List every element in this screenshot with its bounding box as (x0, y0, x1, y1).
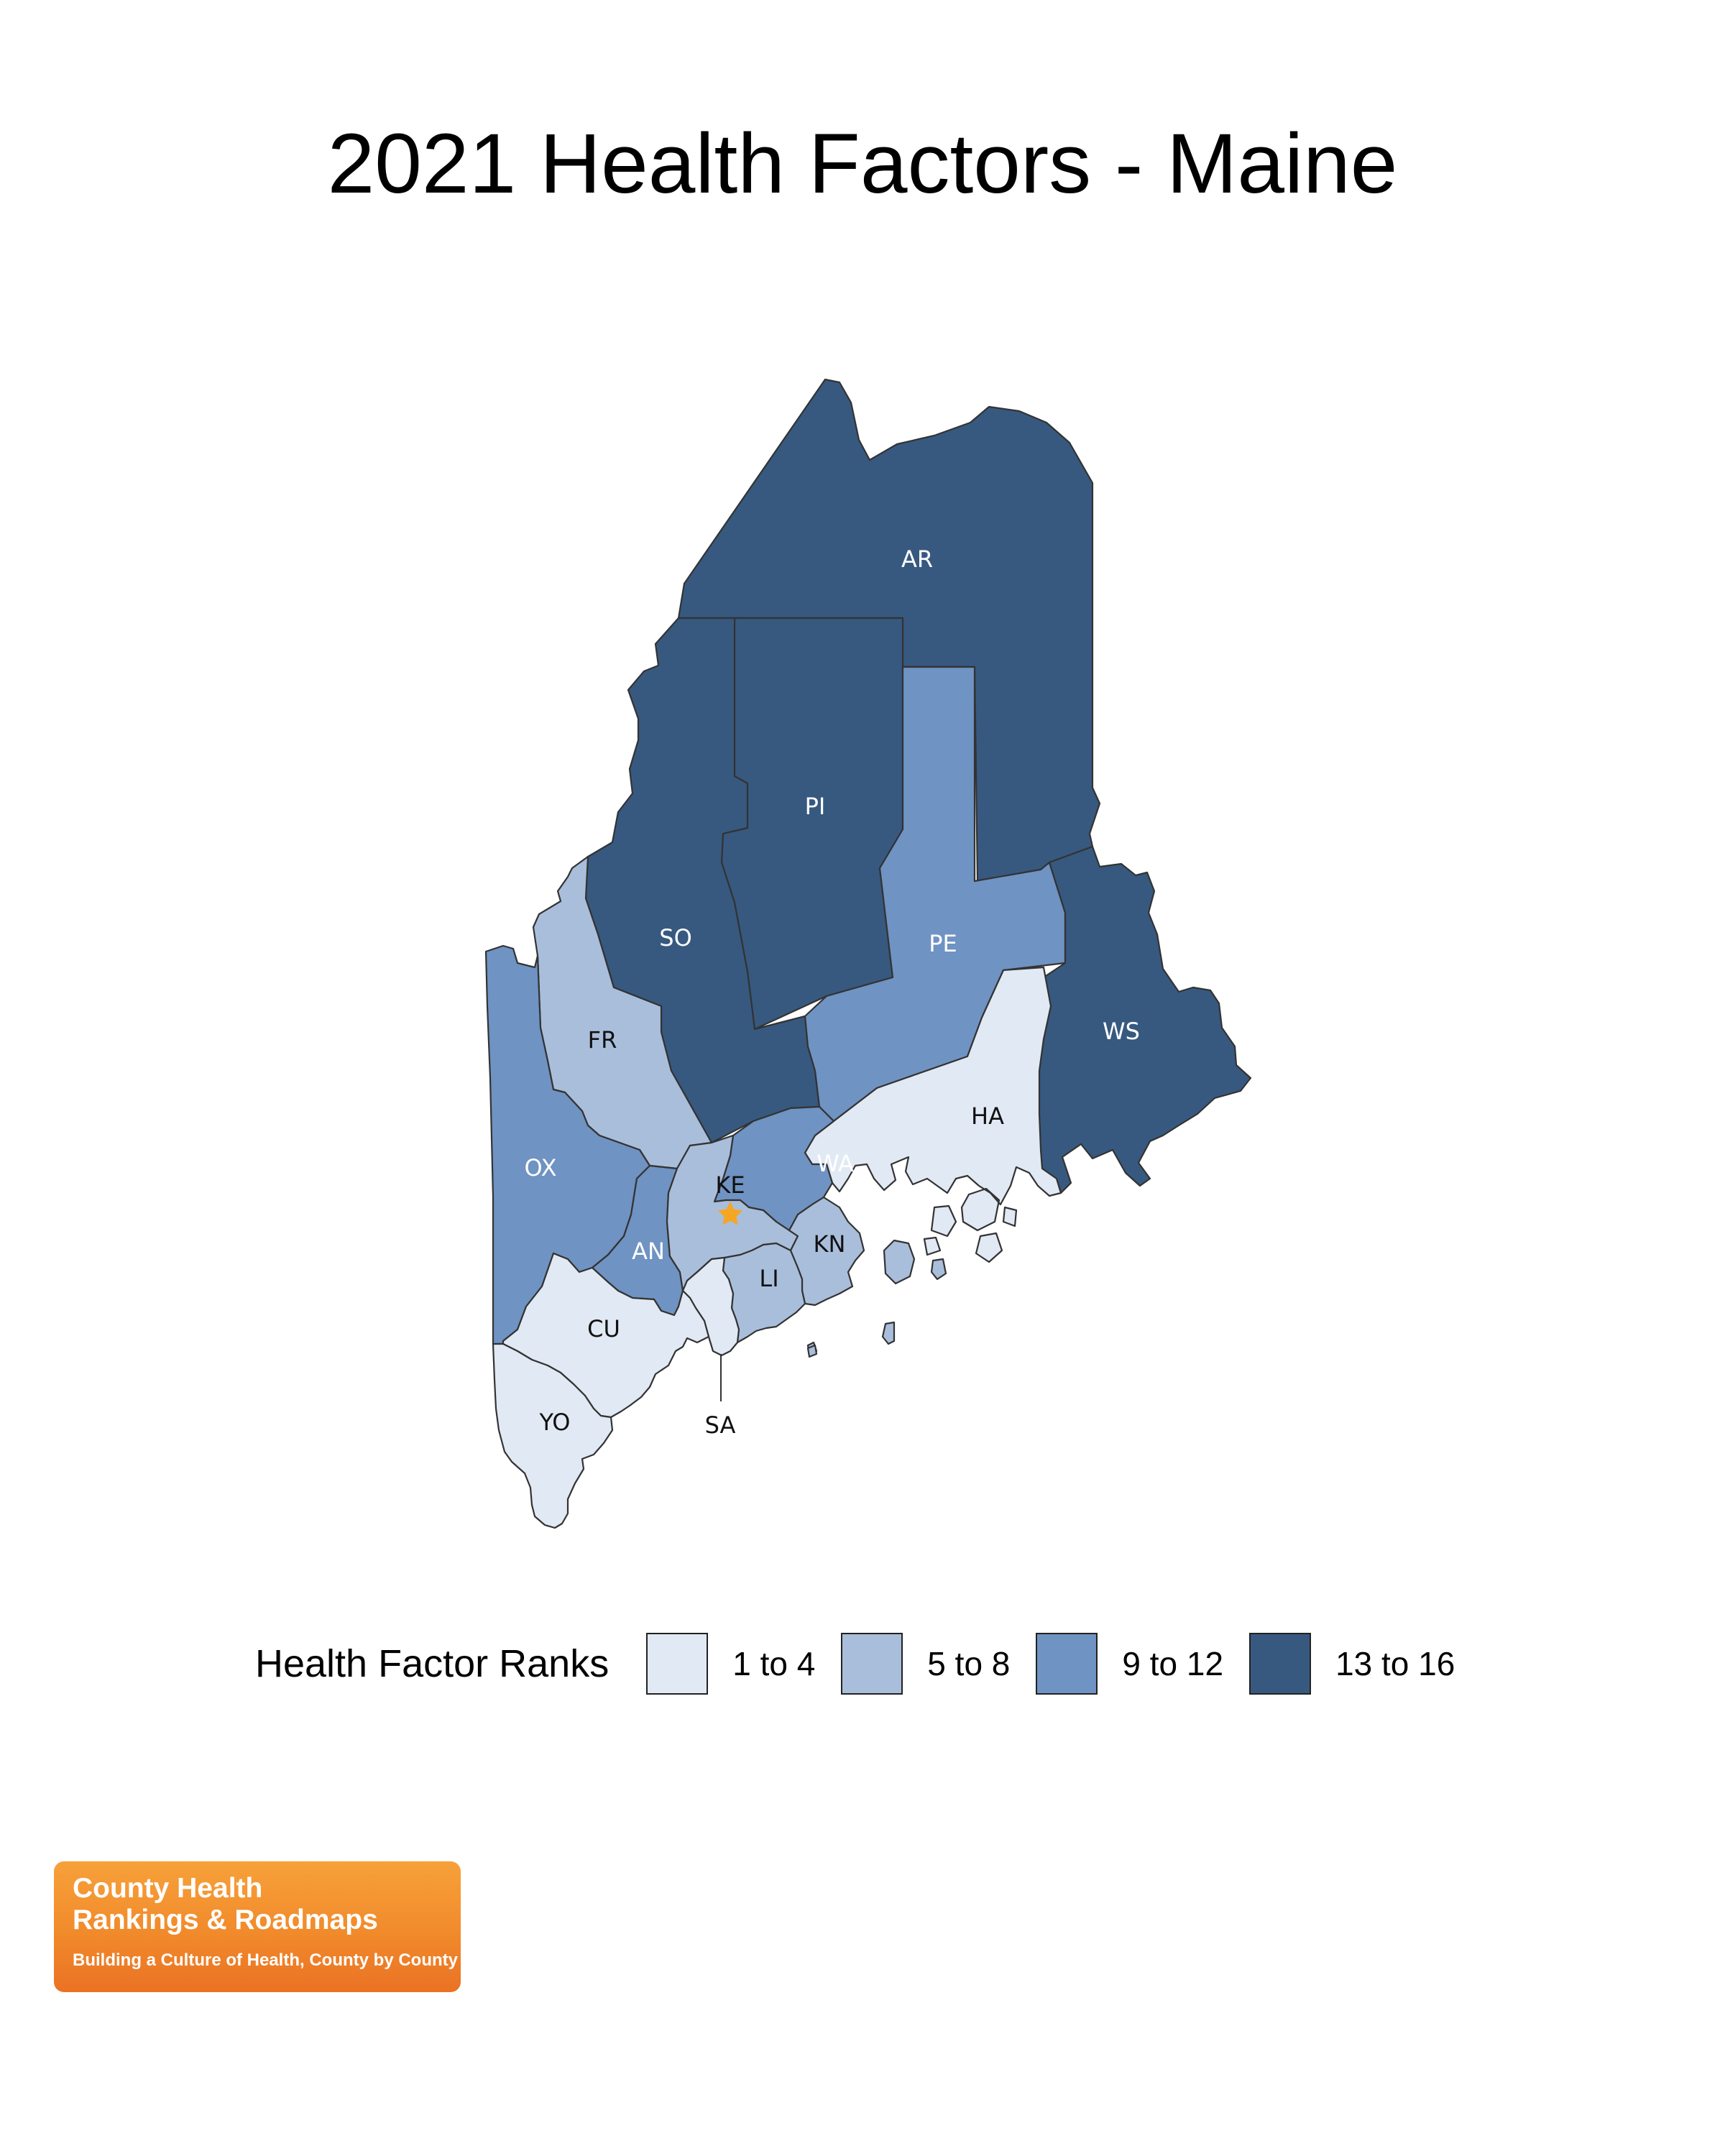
county-label-SO: SO (659, 924, 692, 952)
county-label-WS: WS (1103, 1018, 1140, 1045)
island-shape (806, 1344, 818, 1358)
county-label-KN: KN (814, 1230, 846, 1258)
chrr-logo: County Health Rankings & Roadmaps Buildi… (54, 1861, 461, 1992)
county-label-PE: PE (929, 930, 957, 957)
county-label-WA: WA (816, 1150, 854, 1177)
logo-line2: Rankings & Roadmaps (73, 1904, 378, 1935)
logo-tagline: Building a Culture of Health, County by … (73, 1950, 458, 1970)
county-label-YO: YO (539, 1409, 571, 1436)
county-label-KE: KE (715, 1171, 745, 1199)
legend-swatch (1249, 1633, 1312, 1695)
legend-item-3: 9 to 12 (1036, 1633, 1223, 1695)
legend-label: 9 to 12 (1122, 1645, 1224, 1682)
star-icon (717, 1202, 743, 1225)
logo-line1: County Health (73, 1873, 263, 1904)
county-label-FR: FR (588, 1026, 617, 1054)
county-label-CU: CU (587, 1315, 620, 1342)
county-WS[interactable] (1038, 845, 1252, 1194)
legend-title: Health Factor Ranks (255, 1642, 610, 1685)
county-label-OX: OX (524, 1154, 556, 1181)
county-label-SA: SA (705, 1411, 736, 1439)
county-label-HA: HA (971, 1102, 1004, 1130)
county-HA[interactable] (804, 966, 1062, 1263)
legend-item-1: 1 to 4 (646, 1633, 815, 1695)
county-label-AR: AR (901, 545, 933, 573)
county-PI[interactable] (720, 617, 904, 1031)
page-title: 2021 Health Factors - Maine (327, 116, 1398, 211)
legend-swatch (646, 1633, 709, 1695)
map-legend: Health Factor Ranks 1 to 4 5 to 8 9 to 1… (255, 1628, 1481, 1700)
county-label-PI: PI (805, 793, 826, 820)
legend-swatch (1036, 1633, 1098, 1695)
county-KN[interactable] (788, 1196, 947, 1345)
legend-label: 1 to 4 (732, 1645, 816, 1682)
county-label-AN: AN (632, 1238, 665, 1265)
legend-item-2: 5 to 8 (841, 1633, 1010, 1695)
legend-item-4: 13 to 16 (1249, 1633, 1455, 1695)
county-YO[interactable] (492, 1342, 614, 1529)
legend-label: 13 to 16 (1335, 1645, 1455, 1682)
legend-label: 5 to 8 (927, 1645, 1011, 1682)
legend-swatch (841, 1633, 903, 1695)
county-label-LI: LI (759, 1265, 778, 1292)
